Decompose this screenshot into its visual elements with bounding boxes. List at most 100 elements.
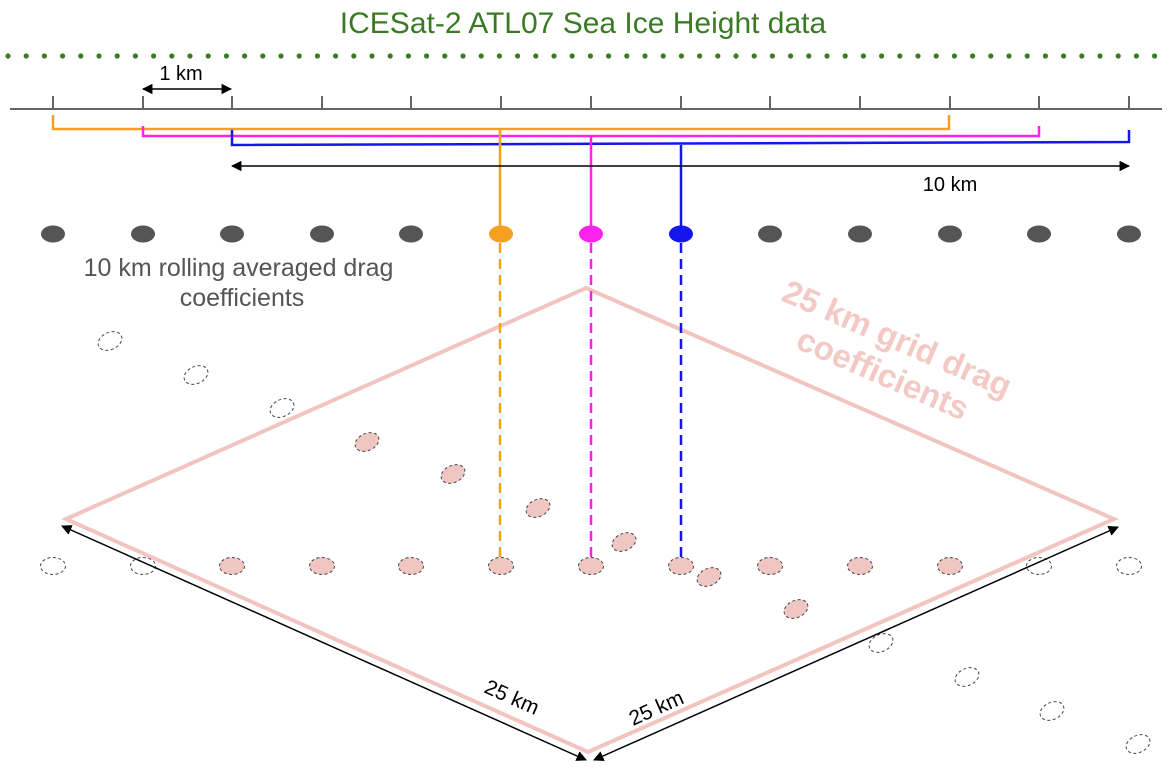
atl07-point [78, 53, 84, 59]
rolling-dot [1117, 225, 1141, 243]
atl07-point [1152, 53, 1158, 59]
atl07-point [242, 53, 248, 59]
atl07-point [41, 53, 48, 59]
atl07-point [1097, 53, 1103, 59]
atl07-point [551, 53, 557, 59]
one-km-scale-label: 1 km [159, 63, 202, 85]
grid-ellipse-filled [696, 567, 722, 587]
atl07-point [351, 53, 357, 59]
rolling-dot [220, 225, 244, 243]
atl07-point [1133, 53, 1139, 59]
grid-coefficient-label: 25 km grid drag coefficients [762, 272, 1026, 442]
rolling-dot-blue [669, 225, 693, 243]
atl07-point [478, 53, 484, 59]
grid-ellipse-filled [847, 557, 873, 575]
grid-ellipse-filled [757, 557, 783, 575]
rolling-dot [310, 225, 334, 243]
atl07-height-points [5, 53, 1158, 59]
atl07-point [660, 53, 666, 59]
atl07-point [223, 53, 229, 59]
rolling-dot [41, 225, 65, 243]
grid-ellipse-outline [868, 633, 894, 653]
atl07-point [642, 53, 648, 59]
grid-ellipse-outline [183, 365, 209, 385]
atl07-point [915, 53, 921, 59]
atl07-point [897, 53, 903, 59]
atl07-point [515, 53, 521, 59]
atl07-point [587, 53, 594, 59]
atl07-point [1024, 53, 1030, 59]
km-tick-marks [52, 96, 1130, 109]
atl07-point [60, 53, 66, 59]
rolling-dot [758, 225, 782, 243]
diagram-title: ICESat-2 ATL07 Sea Ice Height data [340, 7, 827, 40]
atl07-point [624, 53, 630, 59]
rolling-average-label-line1: 10 km rolling averaged drag [84, 254, 394, 282]
grid-ellipse-filled [937, 557, 963, 575]
left-edge-dimension-arrow [61, 525, 587, 761]
atl07-point [788, 53, 794, 59]
grid-ellipse-filled [219, 557, 245, 575]
atl07-point [405, 53, 411, 59]
grid-ellipse-filled [578, 557, 604, 575]
atl07-point [697, 53, 703, 59]
grid-ellipse-filled [488, 557, 514, 575]
rolling-average-label: 10 km rolling averaged drag coefficients [84, 254, 401, 312]
atl07-point [1006, 53, 1012, 59]
grid-ellipse-filled [525, 498, 551, 518]
atl07-point [169, 53, 175, 59]
grid-ellipse-filled [611, 532, 637, 552]
blue-window-bracket [230, 130, 1131, 147]
grid-ellipse-filled [440, 464, 466, 484]
atl07-point [533, 53, 539, 59]
grid-ellipse-filled [354, 432, 380, 452]
atl07-point [842, 53, 848, 59]
grid-ellipse-outline [40, 557, 66, 575]
atl07-point [970, 53, 976, 59]
atl07-point [733, 53, 739, 59]
grid-ellipse-outline [1125, 734, 1151, 754]
rolling-dot [399, 225, 423, 243]
atl07-point [951, 53, 958, 59]
grid-ellipse-filled [783, 599, 809, 619]
atl07-point [314, 53, 320, 59]
right-edge-dimension-label: 25 km [626, 686, 688, 730]
grid-ellipse-outline [954, 667, 980, 687]
atl07-point [824, 53, 830, 59]
magenta-window-bracket [141, 126, 1041, 138]
atl07-point [187, 53, 193, 59]
atl07-point [296, 53, 302, 59]
atl07-point [606, 53, 612, 59]
atl07-point [769, 53, 776, 59]
atl07-point [23, 53, 29, 59]
atl07-point [751, 53, 757, 59]
grid-ellipse-filled [668, 557, 694, 575]
rolling-dot-magenta [579, 225, 603, 243]
atl07-point [860, 53, 867, 59]
atl07-point [460, 53, 466, 59]
atl07-point [678, 53, 685, 59]
atl07-point [1079, 53, 1085, 59]
rolling-dot [848, 225, 872, 243]
grid-ellipse-outline [1116, 557, 1142, 575]
atl07-point [369, 53, 375, 59]
atl07-point [1042, 53, 1048, 59]
grid-ellipse-filled [309, 557, 335, 575]
rolling-dot [1027, 225, 1051, 243]
grid-ellipse-outline [1039, 701, 1065, 721]
atl07-point [1115, 53, 1121, 59]
left-edge-dimension-label: 25 km [481, 676, 543, 720]
atl07-point [278, 53, 284, 59]
atl07-point [988, 53, 994, 59]
rolling-dot [938, 225, 962, 243]
atl07-point [442, 53, 448, 59]
atl07-point [933, 53, 939, 59]
grid-cell-diamond [61, 285, 1119, 755]
atl07-point [114, 53, 120, 59]
rolling-averaged-dots [41, 225, 1141, 243]
atl07-point [205, 53, 211, 59]
rolling-dot [131, 225, 155, 243]
atl07-point [387, 53, 393, 59]
ten-km-scale-label: 10 km [923, 174, 977, 196]
atl07-point [496, 53, 502, 59]
